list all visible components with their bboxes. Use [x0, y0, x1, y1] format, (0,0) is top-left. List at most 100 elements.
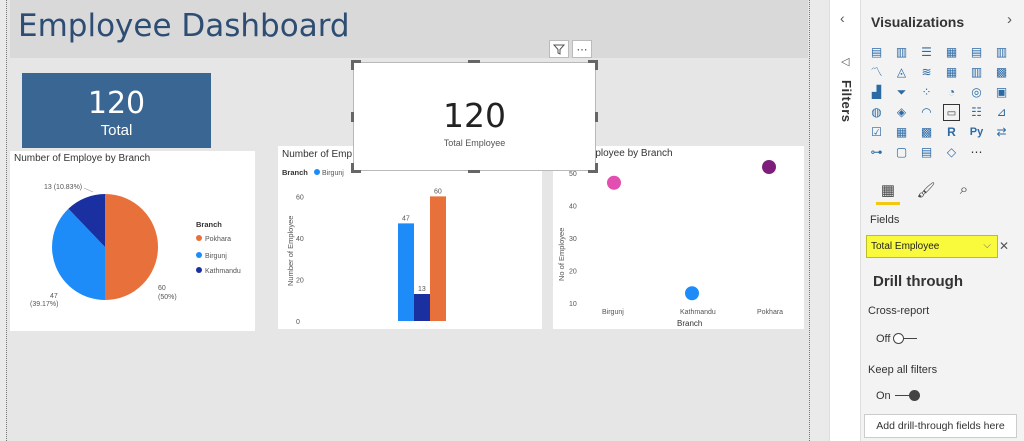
smart-narrative-icon[interactable]: ▤ [920, 145, 933, 159]
resize-handle[interactable] [468, 170, 480, 173]
bar-y-tick: 0 [296, 319, 300, 326]
pie-label-kathmandu: 13 (10.83%) [44, 184, 82, 191]
slicer-icon[interactable]: ☑ [871, 125, 882, 139]
bar-birgunj [398, 223, 414, 321]
pie-legend-birgunj: Birgunj [205, 253, 227, 260]
scatter-x-tick: Pokhara [757, 309, 783, 316]
decomposition-tree-icon[interactable]: ⊶ [870, 145, 883, 159]
chevron-down-icon[interactable]: ⌵ [983, 240, 991, 251]
bar-y-tick: 60 [296, 194, 304, 201]
stacked-bar-icon[interactable]: ▤ [870, 45, 883, 59]
bar-visual[interactable]: Number of Emp Branch Birgunj Number of E… [278, 146, 542, 329]
more-options-icon[interactable]: ⋯ [572, 40, 592, 58]
line-column-icon[interactable]: ▦ [945, 65, 958, 79]
stacked-area-icon[interactable]: ≋ [921, 65, 932, 79]
visualizations-title: Visualizations [871, 14, 965, 30]
python-visual-icon[interactable]: Py [969, 126, 984, 138]
percent-bar-icon[interactable]: ▤ [970, 45, 983, 59]
resize-handle[interactable] [595, 60, 598, 70]
key-influencers-icon[interactable]: ⇄ [996, 125, 1007, 139]
total-card[interactable]: 120 Total [22, 73, 211, 148]
scatter-xlabel: Branch [677, 319, 702, 328]
pie-visual[interactable]: Number of Employe by Branch 13 (10.83%) … [10, 151, 255, 331]
pie-title: Number of Employe by Branch [14, 153, 151, 164]
scatter-y-tick: 30 [569, 236, 577, 243]
multi-row-card-icon[interactable]: ☷ [971, 105, 982, 119]
scatter-ylabel: No of Employee [557, 228, 566, 281]
card-icon[interactable]: ▭ [943, 104, 960, 121]
field-well-total-employee[interactable]: Total Employee ⌵ [866, 235, 998, 258]
percent-column-icon[interactable]: ▥ [995, 45, 1008, 59]
resize-handle[interactable] [595, 163, 598, 173]
waterfall-icon[interactable]: ▟ [871, 85, 882, 99]
total-card-value: 120 [87, 86, 146, 121]
qa-icon[interactable]: ▢ [895, 145, 908, 159]
keep-filters-toggle[interactable] [895, 390, 921, 401]
clustered-bar-icon[interactable]: ☰ [921, 45, 932, 59]
matrix-icon[interactable]: ▩ [920, 125, 933, 139]
resize-handle[interactable] [595, 112, 598, 122]
bar-value-label: 47 [402, 215, 410, 222]
scatter-point-birgunj [607, 175, 621, 190]
donut-chart-icon[interactable]: ◎ [971, 85, 982, 99]
clustered-column-icon[interactable]: ▦ [945, 45, 958, 59]
add-drill-through-button[interactable]: Add drill-through fields here [864, 414, 1017, 438]
filters-label: Filters [839, 80, 854, 123]
kpi-icon[interactable]: ⊿ [996, 105, 1007, 119]
pie-slice-kathmandu [68, 194, 105, 247]
scatter-point-pokhara [762, 160, 776, 174]
line-chart-icon[interactable]: 〽 [870, 65, 883, 79]
bar-chart: Branch Birgunj Number of Employee 0 20 40 6… [282, 168, 446, 326]
area-chart-icon[interactable]: ◬ [896, 65, 907, 79]
fields-tab-icon[interactable]: ▦ [876, 181, 900, 205]
analytics-tab-icon[interactable]: ⌕ [959, 181, 969, 198]
map-icon[interactable]: ◍ [871, 105, 882, 119]
resize-handle[interactable] [351, 170, 361, 173]
table-icon[interactable]: ▦ [895, 125, 908, 139]
gauge-icon[interactable]: ◠ [921, 105, 932, 119]
filters-pane[interactable]: ‹ ◁ Filters [829, 0, 861, 441]
total-employee-card[interactable]: 120 Total Employee [353, 62, 596, 171]
filled-map-icon[interactable]: ◈ [896, 105, 907, 119]
ribbon-chart-icon[interactable]: ▩ [995, 65, 1008, 79]
field-well-value: Total Employee [871, 241, 940, 252]
chevron-right-icon[interactable]: › [1007, 11, 1012, 28]
total-card-label: Total [100, 122, 133, 139]
filter-icon[interactable] [549, 40, 569, 58]
resize-handle[interactable] [468, 60, 480, 63]
pie-legend-kathmandu: Kathmandu [205, 268, 241, 275]
pie-legend-title: Branch [196, 220, 222, 229]
resize-handle[interactable] [588, 60, 598, 63]
bar-y-tick: 40 [296, 236, 304, 243]
format-tab-icon[interactable]: 🖌 [916, 182, 936, 199]
visual-header: ⋯ [549, 40, 592, 58]
bar-pokhara [430, 196, 446, 321]
cross-report-toggle[interactable] [893, 333, 919, 344]
resize-handle[interactable] [351, 112, 354, 122]
chevron-left-icon[interactable]: ‹ [840, 10, 845, 26]
paginated-report-icon[interactable]: ◇ [946, 145, 957, 159]
resize-handle[interactable] [351, 163, 354, 173]
scatter-point-kathmandu [685, 286, 699, 301]
pie-chart-icon[interactable]: ◔ [947, 85, 956, 99]
pie-legend-pokhara: Pokhara [205, 236, 231, 243]
line-stacked-column-icon[interactable]: ▥ [970, 65, 983, 79]
scatter-visual[interactable]: mployee by Branch No of Employee Branch … [553, 146, 804, 329]
resize-handle[interactable] [351, 60, 361, 63]
scatter-points [607, 160, 776, 301]
fields-label: Fields [870, 214, 900, 226]
pie-slice-pokhara [105, 194, 158, 300]
funnel-icon[interactable]: ⏷ [896, 85, 907, 99]
legend-dot-pokhara [196, 235, 202, 241]
total-employee-label: Total Employee [443, 138, 506, 148]
resize-handle[interactable] [588, 170, 598, 173]
remove-field-icon[interactable]: ✕ [999, 239, 1010, 253]
scatter-icon[interactable]: ⁘ [921, 85, 932, 99]
scatter-title: mployee by Branch [587, 148, 673, 159]
more-visuals-icon[interactable]: ⋯ [970, 145, 983, 159]
r-visual-icon[interactable]: R [947, 125, 956, 139]
stacked-column-icon[interactable]: ▥ [895, 45, 908, 59]
scatter-x-tick: Birgunj [602, 309, 624, 316]
resize-handle[interactable] [351, 60, 354, 70]
treemap-icon[interactable]: ▣ [995, 85, 1008, 99]
